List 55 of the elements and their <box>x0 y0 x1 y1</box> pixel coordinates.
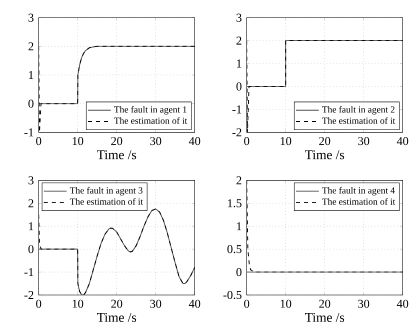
x-tick-label: 20 <box>319 137 330 146</box>
x-tick-label: 30 <box>358 300 370 308</box>
x-tick-label: 40 <box>188 137 200 146</box>
y-tick-label: -2 <box>232 128 242 136</box>
x-tick-label: 10 <box>280 137 292 146</box>
legend-label: The fault in agent 3 <box>70 186 142 196</box>
x-axis-title: Time /s <box>96 150 136 160</box>
x-tick-label: 30 <box>358 137 370 146</box>
legend-label: The estimation of it <box>114 117 188 124</box>
legend-label: The fault in agent 2 <box>322 106 394 115</box>
y-tick-label: -1 <box>232 105 242 114</box>
x-tick-label: 40 <box>396 137 408 146</box>
y-tick-label: 1 <box>29 222 34 230</box>
x-tick-label: 10 <box>72 300 84 308</box>
x-tick-label: 0 <box>244 137 250 146</box>
x-tick-label: 20 <box>319 300 330 308</box>
y-tick-label: 1 <box>29 71 34 79</box>
y-tick-label: 3 <box>236 14 242 22</box>
y-tick-label: 3 <box>28 14 34 22</box>
x-tick-label: 10 <box>72 137 84 146</box>
x-tick-label: 10 <box>280 300 292 308</box>
legend-label: The estimation of it <box>70 198 144 205</box>
x-axis-title: Time /s <box>304 150 344 160</box>
y-tick-label: 1 <box>237 222 242 230</box>
y-tick-label: 2 <box>28 42 34 50</box>
x-tick-label: 0 <box>36 300 42 308</box>
y-tick-label: 1 <box>237 60 242 68</box>
y-tick-label: 2 <box>236 36 242 45</box>
x-tick-label: 40 <box>396 300 408 308</box>
y-tick-label: -1 <box>24 128 34 136</box>
y-tick-label: 3 <box>28 176 34 184</box>
x-tick-label: 20 <box>111 137 122 146</box>
x-tick-label: 30 <box>150 137 162 146</box>
y-tick-label: 0.5 <box>227 245 242 254</box>
y-tick-label: -0.5 <box>223 290 242 300</box>
x-tick-label: 0 <box>36 137 42 146</box>
y-tick-label: 0 <box>28 245 34 254</box>
legend-label: The estimation of it <box>322 198 396 205</box>
x-tick-label: 20 <box>111 300 122 308</box>
x-tick-label: 40 <box>188 300 200 308</box>
y-tick-label: -1 <box>24 268 34 276</box>
y-tick-label: 0 <box>28 100 34 108</box>
x-tick-label: 30 <box>150 300 162 308</box>
y-tick-label: -2 <box>24 291 34 299</box>
y-tick-label: 1.5 <box>228 199 242 208</box>
y-tick-label: 0 <box>236 82 242 91</box>
legend-label: The estimation of it <box>322 117 396 124</box>
x-axis-title: Time /s <box>304 312 344 322</box>
x-axis-title: Time /s <box>96 312 136 322</box>
y-tick-label: 2 <box>28 199 34 208</box>
y-tick-label: 2 <box>236 176 242 184</box>
legend-label: The fault in agent 4 <box>322 186 395 196</box>
legend-label: The fault in agent 1 <box>114 106 186 115</box>
x-tick-label: 0 <box>244 300 250 308</box>
y-tick-label: 0 <box>236 268 242 276</box>
